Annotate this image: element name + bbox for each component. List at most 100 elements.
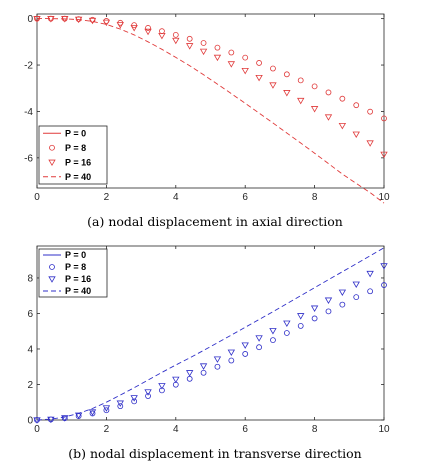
y-tick-label: -4 — [24, 107, 33, 118]
legend-marker-circle — [49, 264, 55, 270]
data-point — [324, 114, 333, 121]
data-point — [228, 49, 235, 56]
x-tick-label: 0 — [34, 424, 40, 435]
data-point — [227, 349, 236, 356]
data-point — [186, 35, 193, 42]
legend-marker-circle — [49, 144, 55, 151]
data-point — [366, 140, 374, 147]
data-point — [269, 82, 277, 89]
data-point — [311, 83, 318, 90]
data-point — [213, 54, 222, 62]
data-point — [172, 31, 179, 38]
data-point — [325, 89, 332, 96]
data-point — [158, 383, 166, 390]
legend-label: P = 40 — [65, 172, 91, 182]
data-point — [297, 97, 305, 105]
data-point — [255, 74, 263, 82]
data-point — [241, 342, 249, 349]
series-line — [37, 18, 385, 204]
legend-label: P = 0 — [65, 250, 86, 260]
data-point — [61, 415, 69, 422]
y-tick-label: -2 — [24, 61, 33, 72]
data-point — [103, 407, 110, 414]
data-point — [311, 315, 318, 322]
data-point — [227, 61, 236, 68]
data-point — [339, 95, 346, 102]
data-point — [270, 337, 276, 344]
x-tick-label: 10 — [378, 424, 390, 435]
data-point — [102, 19, 111, 27]
legend-marker-triangle — [48, 159, 56, 167]
data-point — [283, 71, 290, 78]
data-point — [297, 322, 304, 329]
x-tick-label: 4 — [173, 192, 179, 203]
legend-label: P = 0 — [65, 128, 86, 138]
chart-axial: 0 2 4 6 8 10 0 -2 -4 -6 P = 0 P = 8 P = 16 P = 40 — [24, 13, 390, 204]
data-point — [283, 320, 291, 328]
data-point — [256, 60, 262, 66]
data-point — [339, 301, 346, 308]
data-point — [117, 403, 124, 410]
data-point — [172, 376, 180, 384]
x-tick-label: 4 — [173, 424, 179, 435]
data-point — [338, 289, 347, 296]
y-tick-label: 6 — [27, 309, 33, 320]
data-point — [353, 102, 360, 109]
data-point — [144, 389, 152, 396]
data-point — [367, 108, 374, 115]
y-tick-label: 0 — [27, 14, 33, 25]
series-p8 — [34, 15, 387, 122]
x-tick-label: 0 — [34, 192, 40, 203]
data-point — [89, 410, 96, 417]
data-point — [228, 357, 235, 364]
data-point — [214, 44, 221, 51]
data-point — [283, 90, 291, 97]
data-point — [200, 369, 207, 376]
data-point — [159, 387, 165, 394]
data-point — [88, 17, 97, 25]
data-point — [145, 25, 151, 31]
data-point — [256, 344, 262, 351]
caption-a: (a) nodal displacement in axial directio… — [87, 214, 343, 229]
series-line — [36, 247, 385, 421]
data-point — [324, 297, 333, 304]
chart-transverse: 0 2 4 6 8 10 0 2 4 6 8 P = 0 P = 8 P = 16 P = 40 — [27, 245, 390, 435]
data-point — [102, 405, 111, 412]
series-p16 — [33, 16, 388, 159]
legend-label: P = 40 — [65, 286, 91, 296]
legend-label: P = 8 — [65, 262, 86, 272]
data-point — [130, 395, 138, 402]
data-point — [144, 28, 152, 36]
legend-box — [38, 125, 108, 185]
series-p40 — [36, 247, 385, 421]
data-point — [172, 37, 180, 45]
data-point — [88, 409, 97, 416]
data-point — [145, 393, 151, 399]
data-point — [116, 400, 124, 407]
legend-box — [38, 248, 108, 298]
data-point — [352, 131, 360, 138]
legend: P = 0 P = 8 P = 16 P = 40 — [38, 125, 108, 185]
data-point — [352, 281, 360, 288]
y-tick-label: 0 — [27, 416, 33, 427]
data-point — [199, 48, 208, 56]
data-point — [367, 288, 374, 295]
data-point — [353, 294, 360, 301]
data-point — [366, 270, 374, 278]
data-point — [199, 363, 208, 370]
y-tick-label: 2 — [27, 380, 33, 391]
data-point — [47, 416, 55, 424]
data-point — [185, 370, 194, 377]
data-point — [255, 335, 263, 342]
data-point — [242, 351, 249, 357]
x-tick-label: 2 — [104, 192, 110, 203]
data-point — [283, 330, 290, 336]
data-point — [270, 65, 276, 72]
data-point — [131, 398, 138, 405]
data-point — [200, 40, 207, 46]
data-point — [310, 305, 319, 312]
data-point — [130, 25, 138, 32]
data-point — [381, 115, 387, 122]
y-tick-label: -6 — [24, 153, 33, 164]
legend-label: P = 16 — [65, 274, 91, 284]
